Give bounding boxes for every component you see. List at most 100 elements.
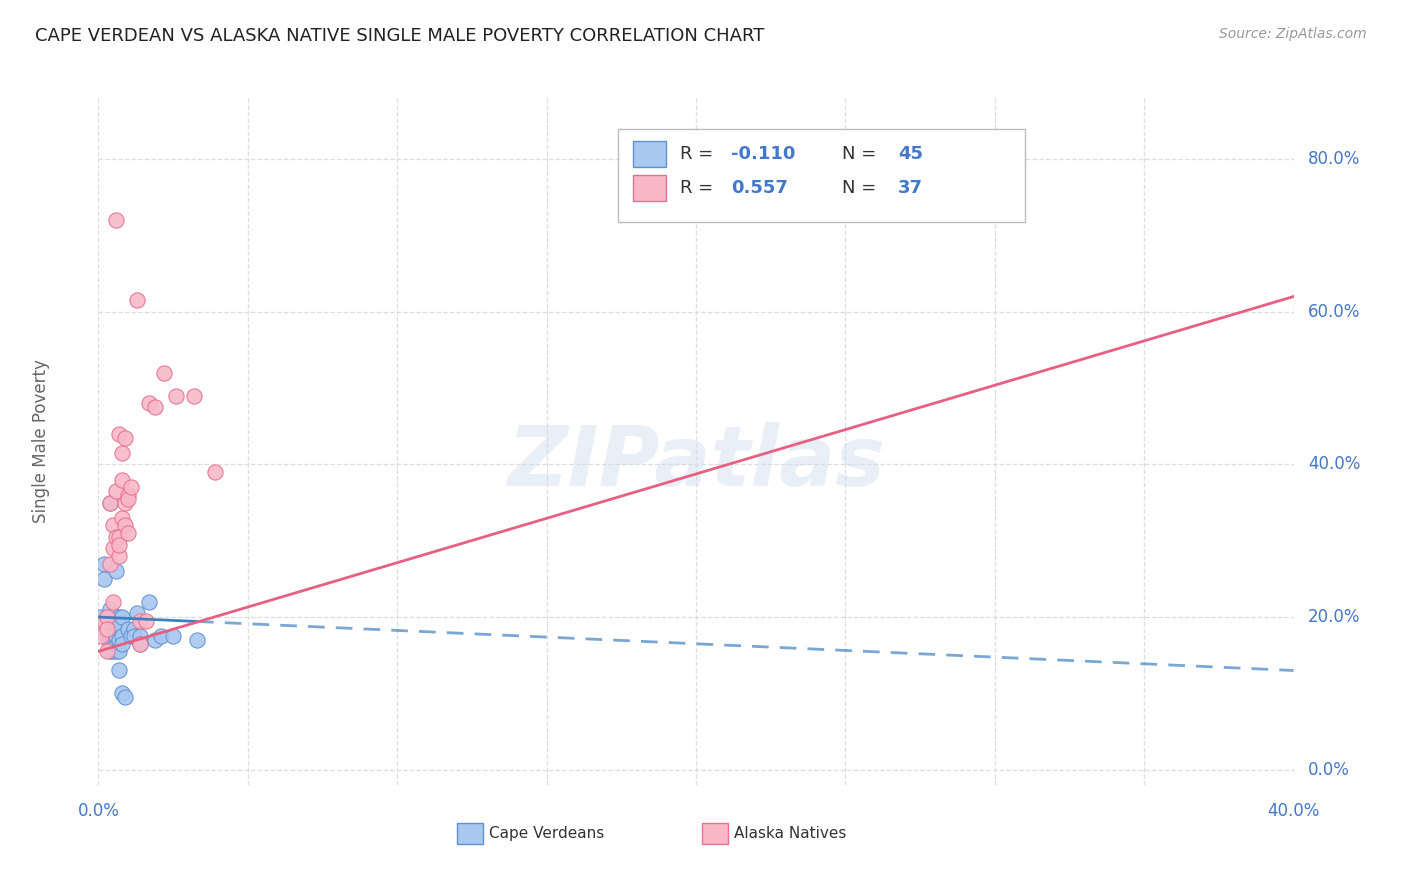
Point	[129, 629, 152, 643]
Point	[98, 637, 122, 651]
Point	[96, 622, 118, 636]
Point	[111, 629, 134, 643]
Point	[127, 607, 149, 621]
Text: 60.0%: 60.0%	[1308, 302, 1360, 321]
Point	[103, 595, 125, 609]
Point	[114, 518, 136, 533]
Point	[108, 664, 131, 678]
Point	[111, 637, 134, 651]
Point	[103, 629, 125, 643]
Point	[96, 629, 118, 643]
Point	[105, 484, 128, 499]
Point	[105, 530, 128, 544]
Point	[108, 610, 131, 624]
Text: 40.0%: 40.0%	[1267, 802, 1320, 820]
Point	[93, 614, 115, 628]
Text: Cape Verdeans: Cape Verdeans	[489, 826, 605, 841]
Point	[96, 610, 118, 624]
Point	[98, 629, 122, 643]
Point	[105, 617, 128, 632]
Point	[186, 632, 208, 647]
Text: 80.0%: 80.0%	[1308, 150, 1360, 169]
Point	[103, 518, 125, 533]
Point	[162, 629, 184, 643]
Point	[93, 617, 115, 632]
Point	[90, 610, 112, 624]
Point	[96, 610, 118, 624]
Text: N =: N =	[842, 179, 882, 197]
Text: 45: 45	[898, 145, 922, 162]
Text: CAPE VERDEAN VS ALASKA NATIVE SINGLE MALE POVERTY CORRELATION CHART: CAPE VERDEAN VS ALASKA NATIVE SINGLE MAL…	[35, 27, 765, 45]
Point	[129, 637, 152, 651]
Point	[90, 629, 112, 643]
Point	[103, 634, 125, 648]
Point	[108, 530, 131, 544]
Point	[108, 549, 131, 563]
Point	[96, 644, 118, 658]
Point	[127, 293, 149, 308]
Point	[124, 629, 146, 643]
Text: 20.0%: 20.0%	[1308, 608, 1361, 626]
Point	[103, 622, 125, 636]
FancyBboxPatch shape	[702, 823, 728, 844]
Point	[105, 629, 128, 643]
Point	[138, 595, 160, 609]
Point	[108, 617, 131, 632]
Point	[150, 629, 173, 643]
Point	[138, 396, 160, 410]
Text: N =: N =	[842, 145, 882, 162]
FancyBboxPatch shape	[457, 823, 484, 844]
Point	[114, 495, 136, 509]
Point	[108, 644, 131, 658]
FancyBboxPatch shape	[633, 175, 666, 202]
Point	[165, 389, 187, 403]
Point	[143, 632, 166, 647]
Point	[108, 426, 131, 441]
Point	[111, 686, 134, 700]
Point	[183, 389, 205, 403]
Point	[96, 622, 118, 636]
Point	[103, 541, 125, 556]
Point	[143, 400, 166, 414]
Point	[129, 614, 152, 628]
Text: 0.0%: 0.0%	[77, 802, 120, 820]
Point	[108, 632, 131, 647]
Text: 37: 37	[898, 179, 922, 197]
Point	[105, 213, 128, 227]
Point	[117, 622, 139, 636]
Point	[108, 537, 131, 551]
Point	[117, 526, 139, 541]
Point	[103, 629, 125, 643]
Point	[98, 557, 122, 571]
Text: Alaska Natives: Alaska Natives	[734, 826, 846, 841]
Point	[96, 622, 118, 636]
Point	[117, 488, 139, 502]
Text: Single Male Poverty: Single Male Poverty	[32, 359, 51, 524]
Point	[129, 637, 152, 651]
Text: R =: R =	[681, 145, 720, 162]
Text: 40.0%: 40.0%	[1308, 456, 1360, 474]
Point	[111, 511, 134, 525]
Point	[111, 610, 134, 624]
Text: -0.110: -0.110	[731, 145, 794, 162]
Point	[105, 564, 128, 578]
FancyBboxPatch shape	[633, 141, 666, 167]
Point	[98, 495, 122, 509]
Point	[111, 473, 134, 487]
Point	[93, 572, 115, 586]
Point	[105, 638, 128, 652]
Text: 0.557: 0.557	[731, 179, 787, 197]
Text: R =: R =	[681, 179, 720, 197]
Point	[98, 602, 122, 616]
Point	[114, 431, 136, 445]
Point	[120, 629, 142, 643]
Point	[124, 622, 146, 636]
Point	[111, 446, 134, 460]
Point	[98, 644, 122, 658]
Point	[98, 495, 122, 509]
Point	[117, 491, 139, 506]
Point	[114, 690, 136, 705]
Text: Source: ZipAtlas.com: Source: ZipAtlas.com	[1219, 27, 1367, 41]
FancyBboxPatch shape	[619, 129, 1025, 222]
Text: 0.0%: 0.0%	[1308, 761, 1350, 779]
